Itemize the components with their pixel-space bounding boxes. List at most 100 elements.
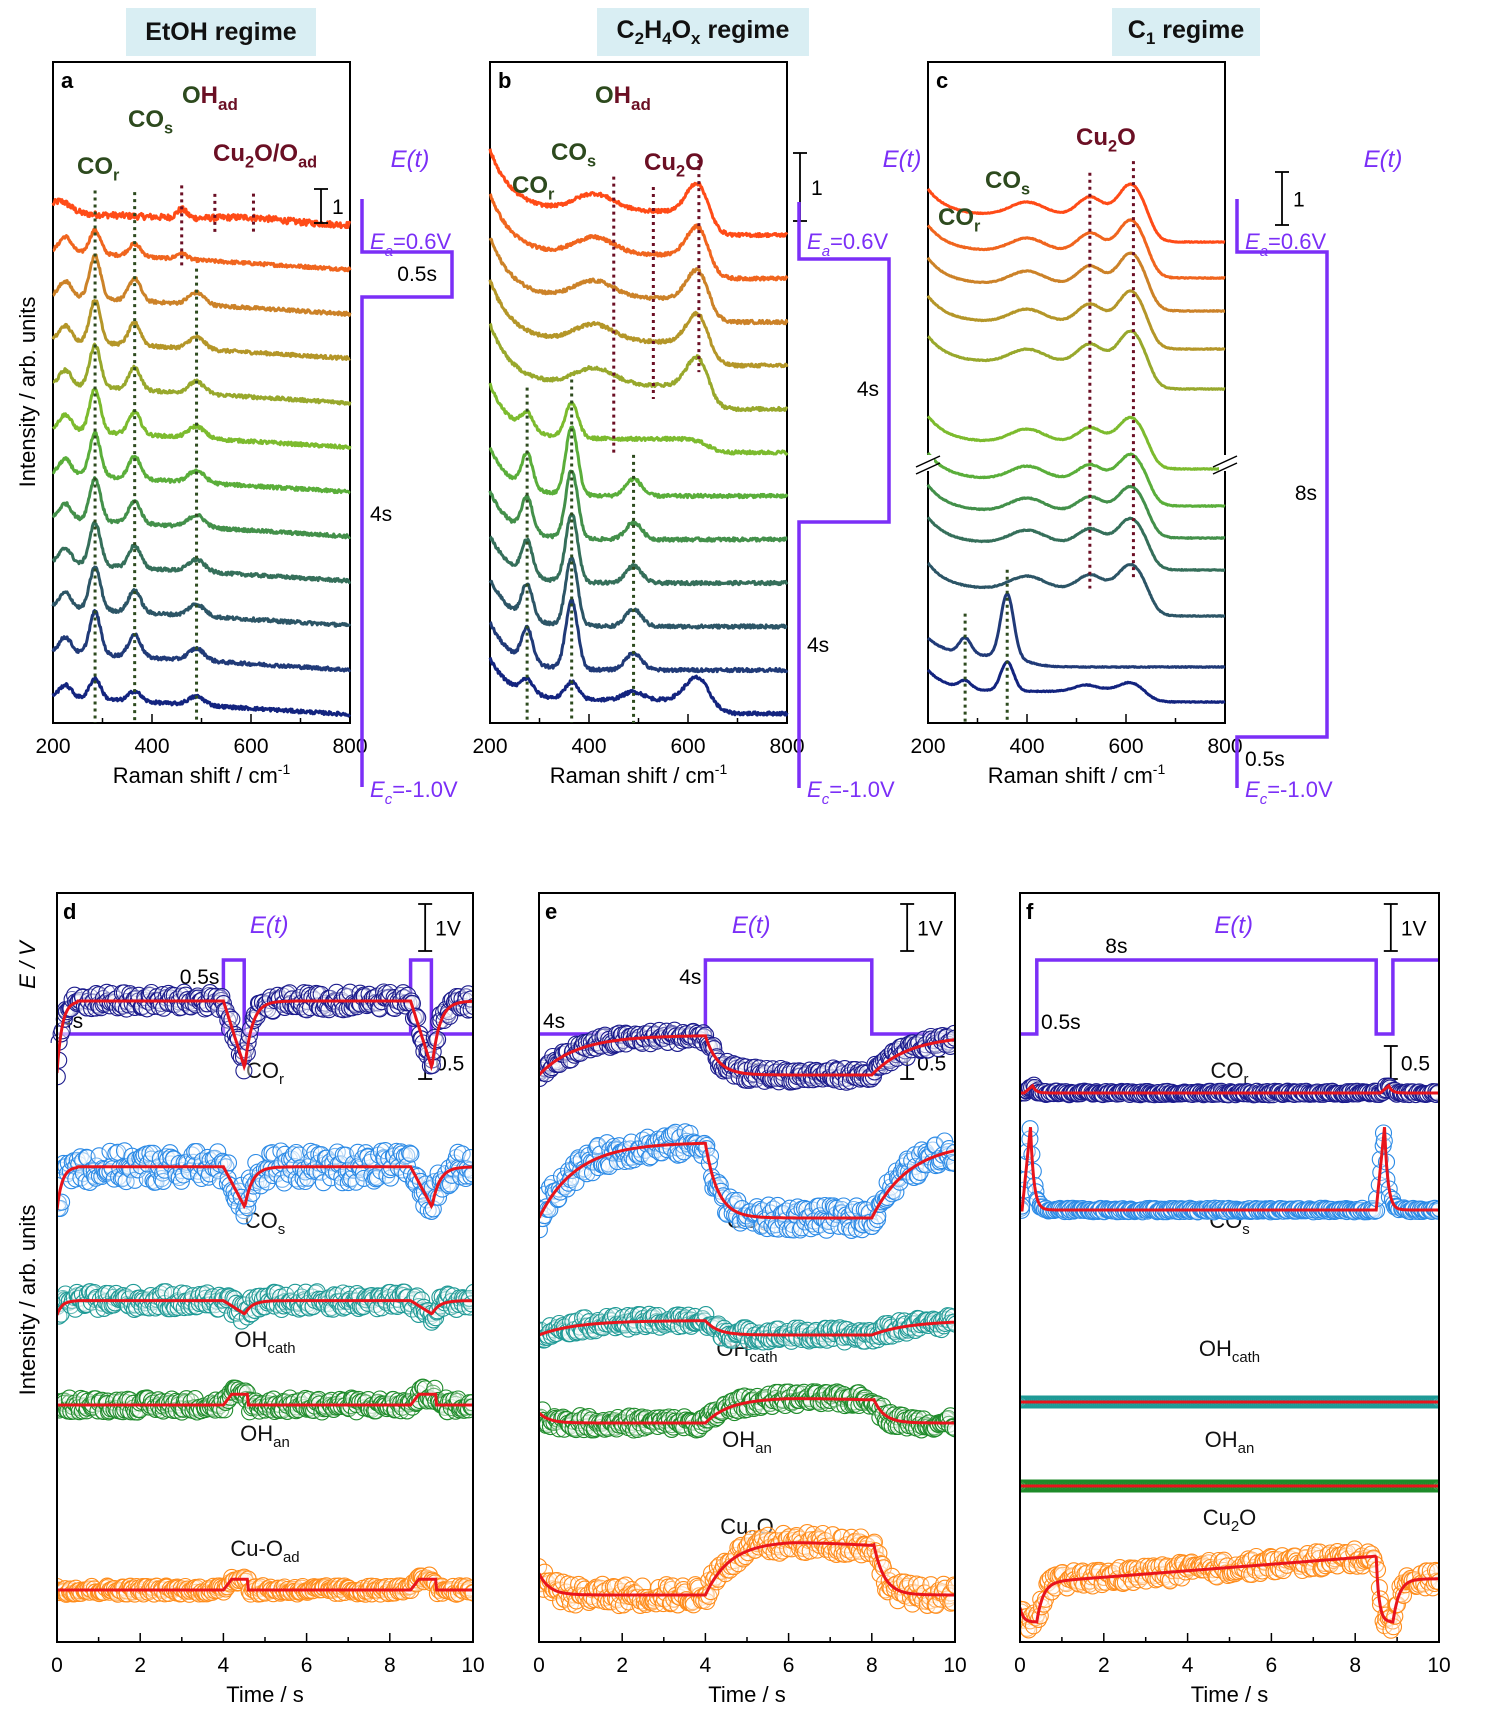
data-point <box>401 1144 419 1162</box>
spectrum-line-11 <box>488 656 789 717</box>
panel-letter: d <box>63 899 76 924</box>
peak-label: COr <box>938 204 981 236</box>
cathodic-time-label: 4s <box>807 634 829 657</box>
spectrum-line-2 <box>926 251 1226 313</box>
spectrum-line-6 <box>51 430 351 495</box>
spectrum-line-3 <box>51 299 351 361</box>
spectrum-line-7 <box>51 476 352 540</box>
spectrum-line-10 <box>51 609 352 673</box>
regime-title-c2h4ox: C2H4Ox regime <box>597 8 809 56</box>
series-label: OHcath <box>1199 1336 1260 1366</box>
spectrum-line-8 <box>489 512 789 587</box>
x-tick-label: 10 <box>461 1654 484 1677</box>
regime-title-c1: C1 regime <box>1112 8 1260 56</box>
x-tick-label: 2 <box>134 1654 146 1677</box>
x-tick-label: 600 <box>233 735 268 758</box>
x-tick-label: 2 <box>616 1654 628 1677</box>
peak-label: COs <box>985 167 1030 199</box>
anodic-time-label: 0.5s <box>180 966 220 989</box>
series-label: Cu2O <box>1203 1505 1257 1535</box>
E-t-label: E(t) <box>883 146 922 173</box>
spectrum-line-0 <box>51 197 352 230</box>
clip-mask <box>956 893 986 1642</box>
spectrum-line-11 <box>926 660 1226 704</box>
spectrum-line-0 <box>926 182 1226 244</box>
E-t-label: E(t) <box>1364 146 1403 173</box>
potential-step-line <box>539 958 955 1036</box>
panel-letter: a <box>61 68 74 93</box>
x-tick-label: 6 <box>783 1654 795 1677</box>
x-tick-label: 6 <box>1266 1654 1278 1677</box>
spectrum-line-11 <box>51 676 352 718</box>
data-point <box>126 1171 144 1189</box>
E-t-label: E(t) <box>250 912 289 939</box>
x-tick-label: 0 <box>51 1654 63 1677</box>
x-tick-label: 600 <box>670 735 705 758</box>
E-t-label: E(t) <box>391 146 430 173</box>
peak-label: Cu2O <box>644 149 704 181</box>
Ea-label: Ea=0.6V <box>807 229 888 260</box>
series-markers-4 <box>530 1524 965 1615</box>
spectrum-line-3 <box>926 289 1226 351</box>
x-axis-label: Time / s <box>1191 1682 1268 1707</box>
spectrum-line-2 <box>52 253 352 317</box>
Ea-label: Ea=0.6V <box>370 229 451 260</box>
series-label: OHan <box>240 1421 290 1451</box>
x-tick-label: 0 <box>1014 1654 1026 1677</box>
spectrum-line-9 <box>488 556 788 630</box>
x-tick-label: 4 <box>1182 1654 1194 1677</box>
peak-label: COr <box>77 153 120 185</box>
spectrum-line-4 <box>927 329 1226 391</box>
x-tick-label: 10 <box>1427 1654 1450 1677</box>
series-label: Cu-Oad <box>230 1536 299 1566</box>
scale-bar-label: 1 <box>811 177 823 200</box>
clip-mask <box>508 1043 538 1642</box>
x-tick-label: 8 <box>384 1654 396 1677</box>
Ec-label: Ec=-1.0V <box>1245 777 1333 808</box>
spectrum-line-5 <box>926 415 1226 471</box>
series-markers-1 <box>49 1142 482 1225</box>
series-label: OHan <box>1205 1427 1255 1457</box>
x-tick-label: 400 <box>134 735 169 758</box>
clip-mask <box>474 893 504 1642</box>
spectrum-line-6 <box>488 425 789 500</box>
panel-letter: c <box>936 68 948 93</box>
spectrum-line-10 <box>489 598 789 674</box>
E-scale-bar-label: 1V <box>1401 918 1427 941</box>
spectrum-line-4 <box>52 342 352 406</box>
intensity-scale-bar-label: 0.5 <box>435 1053 464 1076</box>
scale-bar-label: 1 <box>1293 189 1305 212</box>
spectrum-line-6 <box>926 452 1226 508</box>
cathodic-time-label: 4s <box>370 503 392 526</box>
intensity-scale-bar-label: 0.5 <box>1401 1053 1430 1076</box>
data-point <box>287 1143 305 1162</box>
plot-frame <box>927 61 1226 724</box>
Ec-label: Ec=-1.0V <box>807 777 895 808</box>
spectrum-line-1 <box>52 227 352 273</box>
cathodic-time-label: 0.5s <box>1245 748 1285 771</box>
x-axis-label: Raman shift / cm-1 <box>550 761 728 788</box>
spectrum-line-7 <box>926 484 1226 540</box>
x-tick-label: 4 <box>700 1654 712 1677</box>
scale-bar-label: 1 <box>332 196 344 219</box>
potential-program-line <box>1235 199 1329 788</box>
data-point <box>402 1145 420 1163</box>
spectrum-line-9 <box>51 565 352 628</box>
x-tick-label: 10 <box>943 1654 966 1677</box>
fit-line <box>55 1165 473 1211</box>
peak-label: COs <box>128 106 173 138</box>
spectra-y-axis-label: Intensity / arb. units <box>15 297 40 488</box>
axis-break-mark <box>915 462 941 475</box>
peak-label: Cu2O/Oad <box>213 140 317 172</box>
E-t-label: E(t) <box>732 912 771 939</box>
peak-label: OHad <box>595 82 651 114</box>
x-tick-label: 200 <box>910 735 945 758</box>
spectrum-line-9 <box>927 561 1226 618</box>
x-tick-label: 6 <box>301 1654 313 1677</box>
x-tick-label: 200 <box>35 735 70 758</box>
peak-label: COr <box>512 172 555 204</box>
